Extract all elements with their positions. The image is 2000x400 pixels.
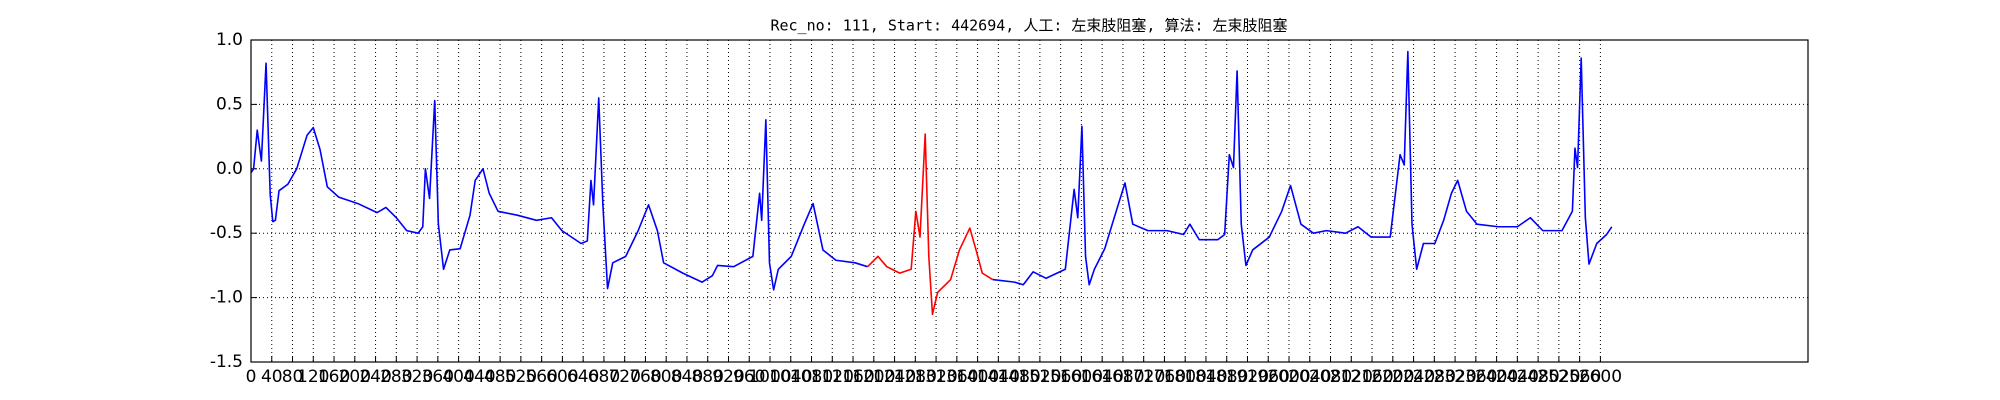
x-tick-label: 1560 xyxy=(1039,367,1082,387)
x-tick-label: 2440 xyxy=(1496,367,1539,387)
x-tick-label: 680 xyxy=(588,367,620,387)
x-tick-label: 0 xyxy=(246,367,257,387)
x-tick-label: 1600 xyxy=(1060,367,1103,387)
y-tick-label: 0.5 xyxy=(216,94,243,114)
x-tick-label: 1080 xyxy=(790,367,833,387)
x-tick-label: 1400 xyxy=(956,367,999,387)
x-tick-label: 2160 xyxy=(1350,367,1393,387)
x-tick-label: 2320 xyxy=(1433,367,1476,387)
x-tick-label: 840 xyxy=(671,367,703,387)
x-tick-label: 40 xyxy=(261,367,283,387)
x-tick-label: 1440 xyxy=(977,367,1020,387)
ecg-trace xyxy=(867,133,994,316)
chart-title: Rec_no: 111, Start: 442694, 人工: 左束肢阻塞, 算… xyxy=(770,17,1287,35)
x-tick-label: 1840 xyxy=(1184,367,1227,387)
x-tick-label: 560 xyxy=(525,367,557,387)
x-tick-label: 2080 xyxy=(1309,367,1352,387)
x-tick-label: 1200 xyxy=(852,367,895,387)
x-tick-label: 2040 xyxy=(1288,367,1331,387)
x-tick-label: 80 xyxy=(282,367,304,387)
x-tick-label: 2360 xyxy=(1454,367,1497,387)
x-tick-label: 1480 xyxy=(997,367,1040,387)
x-tick-label: 800 xyxy=(650,367,682,387)
y-tick-label: -1.5 xyxy=(210,352,243,372)
x-tick-label: 1960 xyxy=(1247,367,1290,387)
x-tick-label: 480 xyxy=(484,367,516,387)
x-tick-label: 2480 xyxy=(1516,367,1559,387)
y-tick-label: 0.0 xyxy=(216,159,243,179)
x-tick-label: 1360 xyxy=(935,367,978,387)
x-tick-label: 1120 xyxy=(811,367,854,387)
x-tick-label: 2120 xyxy=(1330,367,1373,387)
y-tick-label: -0.5 xyxy=(210,223,243,243)
x-tick-label: 1320 xyxy=(914,367,957,387)
x-tick-label: 1280 xyxy=(894,367,937,387)
x-tick-label: 240 xyxy=(359,367,391,387)
x-tick-label: 1000 xyxy=(748,367,791,387)
x-tick-label: 1800 xyxy=(1164,367,1207,387)
x-tick-label: 120 xyxy=(297,367,329,387)
x-tick-label: 520 xyxy=(505,367,537,387)
x-tick-label: 2400 xyxy=(1475,367,1518,387)
x-tick-label: 1640 xyxy=(1081,367,1124,387)
x-tick-label: 880 xyxy=(691,367,723,387)
x-tick-label: 1520 xyxy=(1018,367,1061,387)
x-tick-label: 1160 xyxy=(831,367,874,387)
x-tick-label: 1680 xyxy=(1101,367,1144,387)
x-tick-label: 720 xyxy=(608,367,640,387)
x-tick-label: 2240 xyxy=(1392,367,1435,387)
x-tick-label: 2600 xyxy=(1579,367,1622,387)
x-tick-label: 400 xyxy=(442,367,474,387)
y-tick-label: 1.0 xyxy=(216,30,243,50)
x-tick-label: 440 xyxy=(463,367,495,387)
x-tick-label: 160 xyxy=(318,367,350,387)
x-tick-label: 1920 xyxy=(1226,367,1269,387)
y-tick-label: -1.0 xyxy=(210,288,243,308)
x-tick-label: 360 xyxy=(422,367,454,387)
x-tick-label: 280 xyxy=(380,367,412,387)
x-tick-label: 2560 xyxy=(1558,367,1601,387)
x-tick-label: 2520 xyxy=(1537,367,1580,387)
x-tick-label: 760 xyxy=(629,367,661,387)
x-tick-label: 1040 xyxy=(769,367,812,387)
ecg-trace xyxy=(250,50,1613,291)
x-tick-label: 920 xyxy=(712,367,744,387)
x-tick-label: 200 xyxy=(339,367,371,387)
x-tick-label: 2000 xyxy=(1267,367,1310,387)
x-tick-label: 320 xyxy=(401,367,433,387)
x-tick-label: 1760 xyxy=(1143,367,1186,387)
x-tick-label: 2200 xyxy=(1371,367,1414,387)
x-tick-label: 960 xyxy=(733,367,765,387)
x-tick-label: 600 xyxy=(546,367,578,387)
x-tick-label: 1880 xyxy=(1205,367,1248,387)
x-tick-label: 1720 xyxy=(1122,367,1165,387)
x-tick-label: 2280 xyxy=(1413,367,1456,387)
x-tick-label: 1240 xyxy=(873,367,916,387)
plot-frame xyxy=(250,39,1809,363)
x-tick-label: 640 xyxy=(567,367,599,387)
